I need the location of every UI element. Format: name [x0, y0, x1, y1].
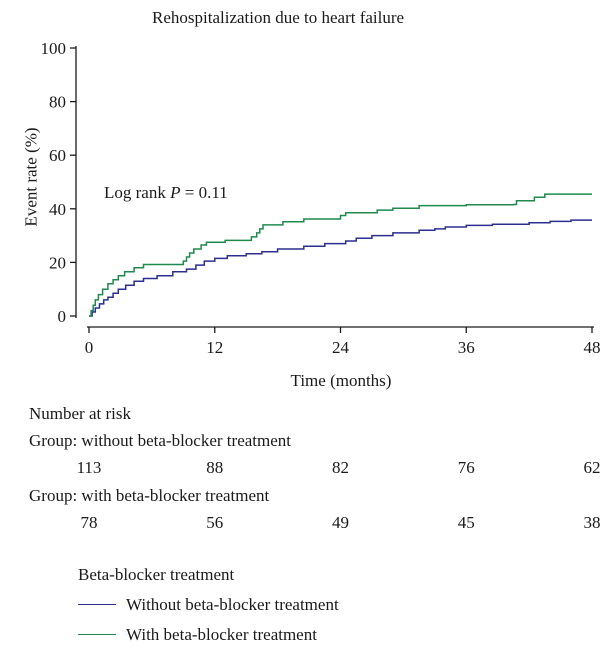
legend-swatch-with [78, 634, 116, 635]
plot-curves [89, 193, 592, 317]
x-tick-label: 12 [206, 338, 223, 357]
risk-table-title: Number at risk [29, 404, 131, 423]
risk-count: 62 [583, 458, 601, 477]
risk-group-label-with: Group: with beta-blocker treatment [29, 486, 270, 505]
log-rank-annotation: Log rank P = 0.11 [104, 184, 228, 201]
chart-title: Rehospitalization due to heart failure [152, 8, 405, 27]
legend-item-without: Without beta-blocker treatment [78, 596, 339, 613]
km-plot: 0 20 40 60 80 100 0 12 24 36 48 [41, 39, 601, 357]
risk-count: 76 [457, 458, 475, 477]
plot-axes: 0 20 40 60 80 100 0 12 24 36 48 [41, 39, 601, 357]
x-axis-label: Time (months) [290, 371, 392, 390]
risk-count: 88 [206, 458, 224, 477]
log-rank-prefix: Log rank [104, 183, 171, 202]
log-rank-p-symbol: P [170, 183, 181, 202]
y-tick-label: 40 [49, 200, 66, 219]
y-axis-label: Event rate (%) [21, 127, 41, 227]
x-tick-label: 36 [458, 338, 475, 357]
legend-item-with: With beta-blocker treatment [78, 626, 317, 643]
x-tick-label: 48 [584, 338, 601, 357]
y-tick-label: 100 [41, 39, 67, 58]
series-line-with [89, 193, 592, 317]
risk-count: 78 [80, 513, 98, 532]
risk-group-label-without: Group: without beta-blocker treatment [29, 431, 291, 450]
risk-count: 38 [583, 513, 601, 532]
risk-count: 49 [332, 513, 349, 532]
series-line-without [89, 219, 592, 317]
legend-swatch-without [78, 604, 116, 605]
risk-count: 45 [457, 513, 475, 532]
x-tick-label: 0 [85, 338, 94, 357]
legend-label-with: With beta-blocker treatment [126, 625, 317, 644]
y-tick-label: 0 [58, 307, 67, 326]
y-tick-label: 80 [49, 93, 66, 112]
y-tick-label: 20 [49, 253, 66, 272]
y-tick-label: 60 [49, 146, 66, 165]
risk-count: 113 [76, 458, 102, 477]
legend-label-without: Without beta-blocker treatment [126, 595, 339, 614]
legend-title: Beta-blocker treatment [78, 565, 235, 584]
log-rank-suffix: = 0.11 [180, 183, 228, 202]
risk-count: 82 [332, 458, 349, 477]
risk-count: 56 [206, 513, 224, 532]
x-tick-label: 24 [332, 338, 350, 357]
